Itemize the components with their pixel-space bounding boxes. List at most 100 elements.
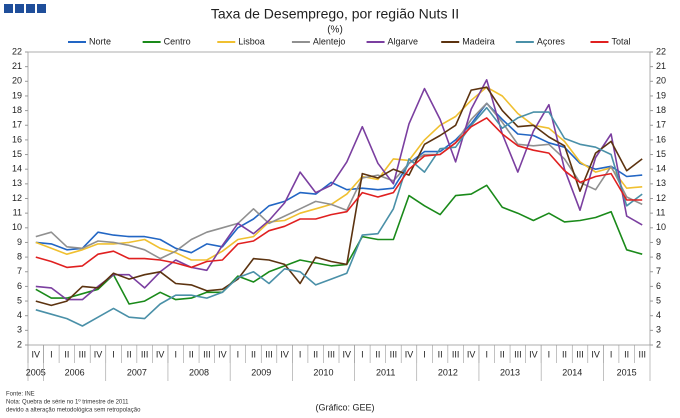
series-line [35, 102, 643, 260]
x-tick-label: II [313, 349, 318, 359]
year-label: 2010 [313, 367, 333, 377]
legend-label: Madeira [462, 36, 495, 46]
series-line [35, 117, 643, 269]
chart-title: Taxa de Desemprego, por região Nuts II [211, 6, 459, 22]
year-label: 2013 [500, 367, 520, 377]
x-tick-label: I [174, 349, 177, 359]
y-tick-label: 7 [17, 266, 22, 276]
y2-tick-label: 4 [656, 310, 661, 320]
legend-label: Lisboa [238, 36, 265, 46]
y-tick-label: 15 [12, 149, 22, 159]
year-label: 2007 [127, 367, 147, 377]
y-tick-label: 4 [17, 310, 22, 320]
x-tick-label: III [203, 349, 211, 359]
y-tick-label: 8 [17, 251, 22, 261]
series-line [35, 86, 643, 261]
x-tick-label: I [237, 349, 240, 359]
x-tick-label: IV [591, 349, 600, 359]
x-tick-label: IV [32, 349, 41, 359]
y2-tick-label: 12 [656, 193, 666, 203]
series-line [35, 79, 643, 301]
y-tick-label: 17 [12, 120, 22, 130]
x-tick-label: II [438, 349, 443, 359]
y-tick-label: 13 [12, 178, 22, 188]
year-label: 2005 [26, 367, 46, 377]
x-tick-label: III [452, 349, 460, 359]
legend-label: Centro [164, 36, 191, 46]
y-tick-label: 10 [12, 222, 22, 232]
logo-square [26, 4, 35, 13]
logo-square [37, 4, 46, 13]
x-tick-label: III [576, 349, 584, 359]
x-tick-label: IV [529, 349, 538, 359]
y-tick-label: 21 [12, 61, 22, 71]
y2-tick-label: 16 [656, 134, 666, 144]
source: Fonte: INE [6, 392, 35, 398]
chart-subtitle: (%) [327, 25, 343, 36]
logo-square [4, 4, 13, 13]
y2-tick-label: 10 [656, 222, 666, 232]
y-tick-label: 19 [12, 90, 22, 100]
legend-label: Açores [537, 36, 566, 46]
x-tick-label: I [423, 349, 426, 359]
x-tick-label: IV [467, 349, 476, 359]
y-tick-label: 9 [17, 237, 22, 247]
y2-tick-label: 5 [656, 295, 661, 305]
y-tick-label: 12 [12, 193, 22, 203]
y2-tick-label: 13 [656, 178, 666, 188]
x-tick-label: II [251, 349, 256, 359]
x-tick-label: II [375, 349, 380, 359]
year-label: 2012 [438, 367, 458, 377]
note: devido a alteração metodológica sem retr… [6, 408, 141, 414]
x-tick-label: II [64, 349, 69, 359]
y2-tick-label: 9 [656, 237, 661, 247]
x-tick-label: III [638, 349, 646, 359]
y-tick-label: 2 [17, 339, 22, 349]
y2-tick-label: 20 [656, 76, 666, 86]
y2-tick-label: 11 [656, 208, 665, 218]
x-tick-label: II [500, 349, 505, 359]
y2-tick-label: 15 [656, 149, 666, 159]
year-label: 2011 [376, 367, 395, 377]
legend-label: Algarve [388, 36, 419, 46]
x-tick-label: III [327, 349, 335, 359]
year-label: 2015 [617, 367, 637, 377]
x-tick-label: IV [280, 349, 289, 359]
y2-tick-label: 3 [656, 325, 661, 335]
x-tick-label: I [299, 349, 302, 359]
x-tick-label: IV [343, 349, 352, 359]
y-tick-label: 18 [12, 105, 22, 115]
legend-label: Total [611, 36, 630, 46]
x-tick-label: IV [218, 349, 227, 359]
year-label: 2006 [65, 367, 85, 377]
x-tick-label: III [265, 349, 273, 359]
x-tick-label: II [189, 349, 194, 359]
y-tick-label: 14 [12, 164, 22, 174]
x-tick-label: III [514, 349, 522, 359]
series-line [35, 86, 643, 307]
year-label: 2008 [189, 367, 209, 377]
y2-tick-label: 14 [656, 164, 666, 174]
x-tick-label: IV [156, 349, 165, 359]
y-tick-label: 3 [17, 325, 22, 335]
y-tick-label: 6 [17, 281, 22, 291]
y2-tick-label: 22 [656, 46, 666, 56]
legend-label: Norte [89, 36, 111, 46]
series-line [35, 184, 643, 305]
y2-tick-label: 21 [656, 61, 666, 71]
logo-square [15, 4, 24, 13]
x-tick-label: I [361, 349, 364, 359]
x-tick-label: II [127, 349, 132, 359]
x-tick-label: IV [405, 349, 414, 359]
credit: (Gráfico: GEE) [315, 402, 374, 412]
x-tick-label: II [562, 349, 567, 359]
x-tick-label: I [610, 349, 613, 359]
x-tick-label: I [548, 349, 551, 359]
x-tick-label: IV [94, 349, 103, 359]
x-tick-label: III [79, 349, 87, 359]
x-tick-label: I [485, 349, 488, 359]
y-tick-label: 16 [12, 134, 22, 144]
y2-tick-label: 6 [656, 281, 661, 291]
y2-tick-label: 18 [656, 105, 666, 115]
